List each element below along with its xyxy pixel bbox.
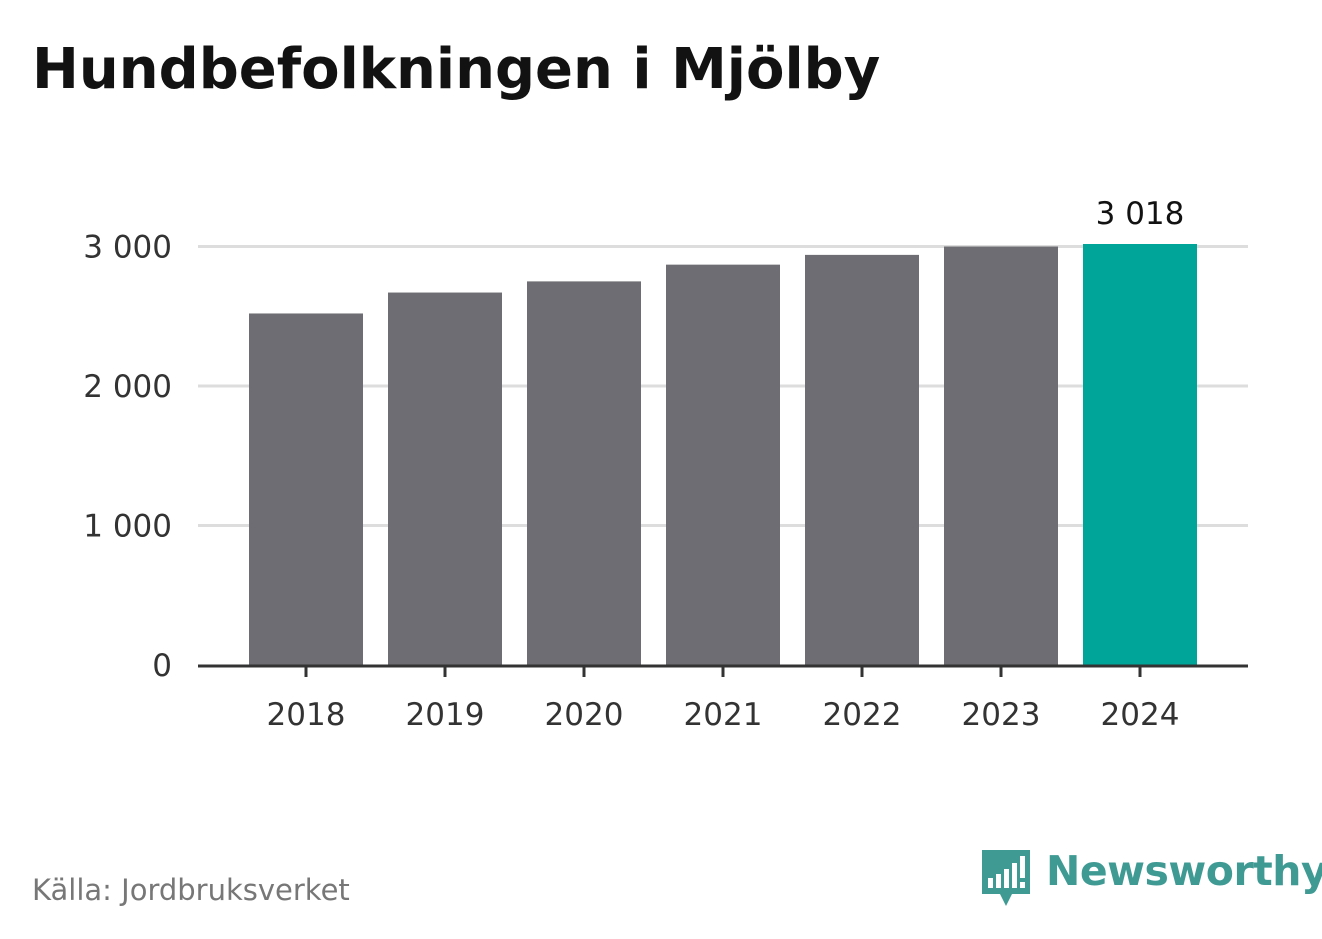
bar-2019 [388, 292, 502, 665]
x-tick-label: 2024 [1101, 697, 1180, 733]
x-tick-label: 2023 [962, 697, 1041, 733]
labels: 0 1 000 2 000 3 000 2018 2019 2020 2021 2022 2023… [83, 196, 1184, 733]
bar-2024 [1083, 244, 1197, 665]
data-label: 3 018 [1096, 196, 1185, 232]
y-tick-label: 0 [152, 648, 172, 684]
bars [249, 244, 1197, 666]
x-tick-label: 2019 [406, 697, 485, 733]
x-axis [198, 664, 1248, 677]
x-tick-label: 2020 [545, 697, 624, 733]
y-tick-label: 3 000 [83, 230, 172, 266]
bar-2023 [944, 246, 1058, 666]
x-tick-label: 2022 [823, 697, 902, 733]
brand-name: Newsworthy [1046, 847, 1322, 895]
x-tick-label: 2018 [267, 697, 346, 733]
y-tick-label: 1 000 [83, 509, 172, 545]
bar-2020 [527, 281, 641, 665]
x-tick-label: 2021 [684, 697, 763, 733]
y-tick-label: 2 000 [83, 369, 172, 405]
bar-2022 [805, 254, 919, 665]
bar-2018 [249, 313, 363, 665]
source-note: Källa: Jordbruksverket [32, 873, 350, 907]
newsworthy-bar-chart-speech-bubble-icon [982, 850, 1030, 906]
bar-2021 [666, 264, 780, 665]
brand-logo: Newsworthy [980, 847, 1322, 912]
chart-title: Hundbefolkningen i Mjölby [32, 37, 881, 102]
